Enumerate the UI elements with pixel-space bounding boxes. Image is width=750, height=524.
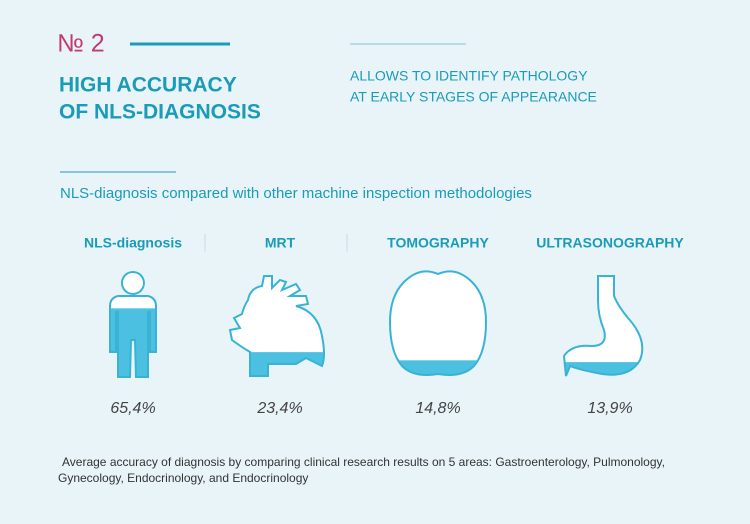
title: OF NLS-DIAGNOSIS [59,101,261,124]
accuracy-value: 14,8% [415,400,460,417]
icon-outline [109,271,157,378]
icon-outline [388,270,488,376]
method-name: MRT [265,235,296,251]
method-name: ULTRASONOGRAPHY [536,235,684,251]
icon-outline [228,275,325,377]
title: HIGH ACCURACY [59,74,237,97]
icon-outline [562,275,644,377]
tagline: ALLOWS TO IDENTIFY PATHOLOGY [350,68,588,84]
method-name: TOMOGRAPHY [387,235,489,251]
accuracy-value: 23,4% [256,400,302,417]
icon-body [390,271,486,375]
accuracy-fill [390,360,486,375]
tagline: AT EARLY STAGES OF APPEARANCE [350,89,597,105]
subtitle: NLS-diagnosis compared with other machin… [60,185,532,202]
method-name: NLS-diagnosis [84,235,182,251]
accuracy-value: 13,9% [587,400,632,417]
footnote: Average accuracy of diagnosis by compari… [62,455,665,469]
icon-body [230,276,324,376]
number: № 2 [57,30,105,58]
accuracy-value: 65,4% [110,400,155,417]
footnote: Gynecology, Endocrinology, and Endocrino… [58,471,308,485]
